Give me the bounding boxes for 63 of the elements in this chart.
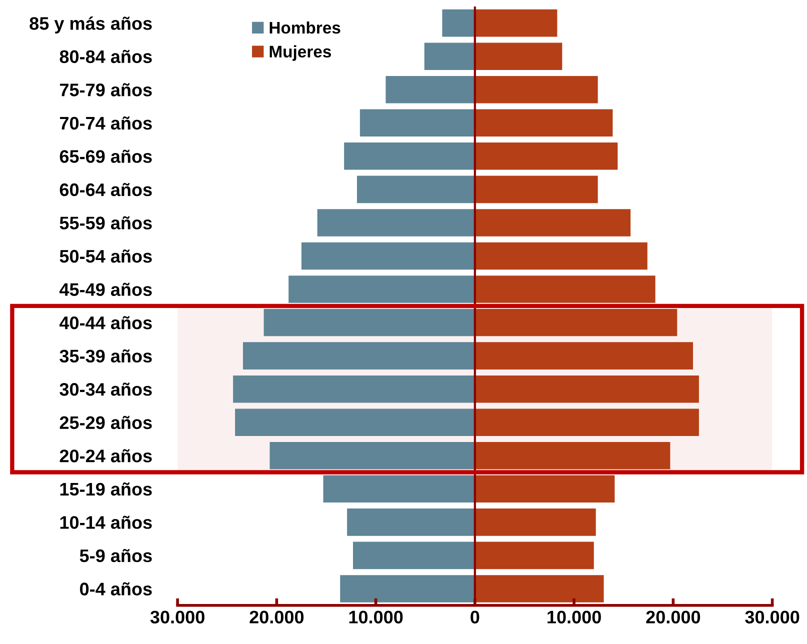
y-tick-label: 15-19 años: [60, 482, 152, 496]
x-tick-label: 0: [470, 610, 480, 624]
bar: [474, 176, 598, 204]
y-tick-label: 85 y más años: [30, 16, 152, 34]
y-tick-label: 45-49 años: [59, 282, 152, 296]
y-tick-label: 5-9 años: [80, 548, 152, 562]
bar: [474, 575, 604, 602]
bar: [474, 442, 670, 470]
y-tick-label: 75-79 años: [60, 83, 152, 96]
bar: [474, 142, 618, 170]
bar: [474, 408, 699, 436]
x-tick-label: 10.000: [349, 610, 403, 624]
bar: [352, 542, 475, 570]
bar: [360, 109, 475, 137]
bar: [474, 109, 613, 137]
y-tick-label: 0-4 años: [80, 582, 152, 596]
bar: [474, 308, 678, 336]
bar: [424, 42, 475, 70]
bar: [264, 308, 475, 336]
y-tick-label: 25-29 años: [60, 416, 152, 430]
bar: [242, 342, 475, 370]
bar: [474, 76, 598, 104]
bar: [474, 276, 656, 303]
bar: [474, 209, 631, 236]
bar: [474, 508, 596, 536]
bar: [386, 76, 475, 104]
bar: [288, 276, 475, 303]
x-tick-label: 20.000: [250, 610, 304, 624]
bar: [344, 142, 475, 170]
bar: [233, 375, 475, 403]
bar: [270, 442, 475, 470]
bar: [235, 408, 475, 436]
bar: [474, 475, 615, 503]
y-tick-label: 65-69 años: [60, 150, 152, 163]
y-tick-label: 10-14 años: [60, 516, 152, 529]
y-tick-label: 80-84 años: [60, 50, 152, 64]
bar: [442, 9, 475, 37]
x-tick-label: 30.000: [150, 610, 204, 624]
y-tick-label: 70-74 años: [60, 116, 152, 130]
bar: [474, 342, 693, 370]
y-tick-label: 50-54 años: [60, 250, 152, 263]
bar: [340, 575, 475, 602]
y-tick-label: 55-59 años: [60, 216, 152, 230]
y-tick-label: 35-39 años: [60, 349, 152, 363]
y-tick-label: 20-24 años: [60, 449, 152, 462]
legend-label: Mujeres: [270, 45, 331, 61]
bar: [474, 42, 562, 70]
bar: [474, 242, 648, 270]
bar: [474, 375, 699, 403]
x-tick-label: 20.000: [646, 610, 700, 624]
x-tick-label: 30.000: [745, 610, 800, 624]
y-tick-label: 60-64 años: [60, 182, 152, 196]
bar: [317, 209, 475, 236]
bar: [323, 475, 475, 503]
bar: [474, 542, 594, 570]
x-tick-label: 10.000: [548, 610, 601, 624]
bar: [347, 508, 475, 536]
bar: [301, 242, 475, 270]
y-tick-label: 40-44 años: [59, 316, 152, 330]
bar: [474, 9, 558, 37]
legend-label: Hombres: [270, 21, 340, 34]
bar: [356, 176, 475, 204]
y-tick-label: 30-34 años: [60, 382, 152, 396]
